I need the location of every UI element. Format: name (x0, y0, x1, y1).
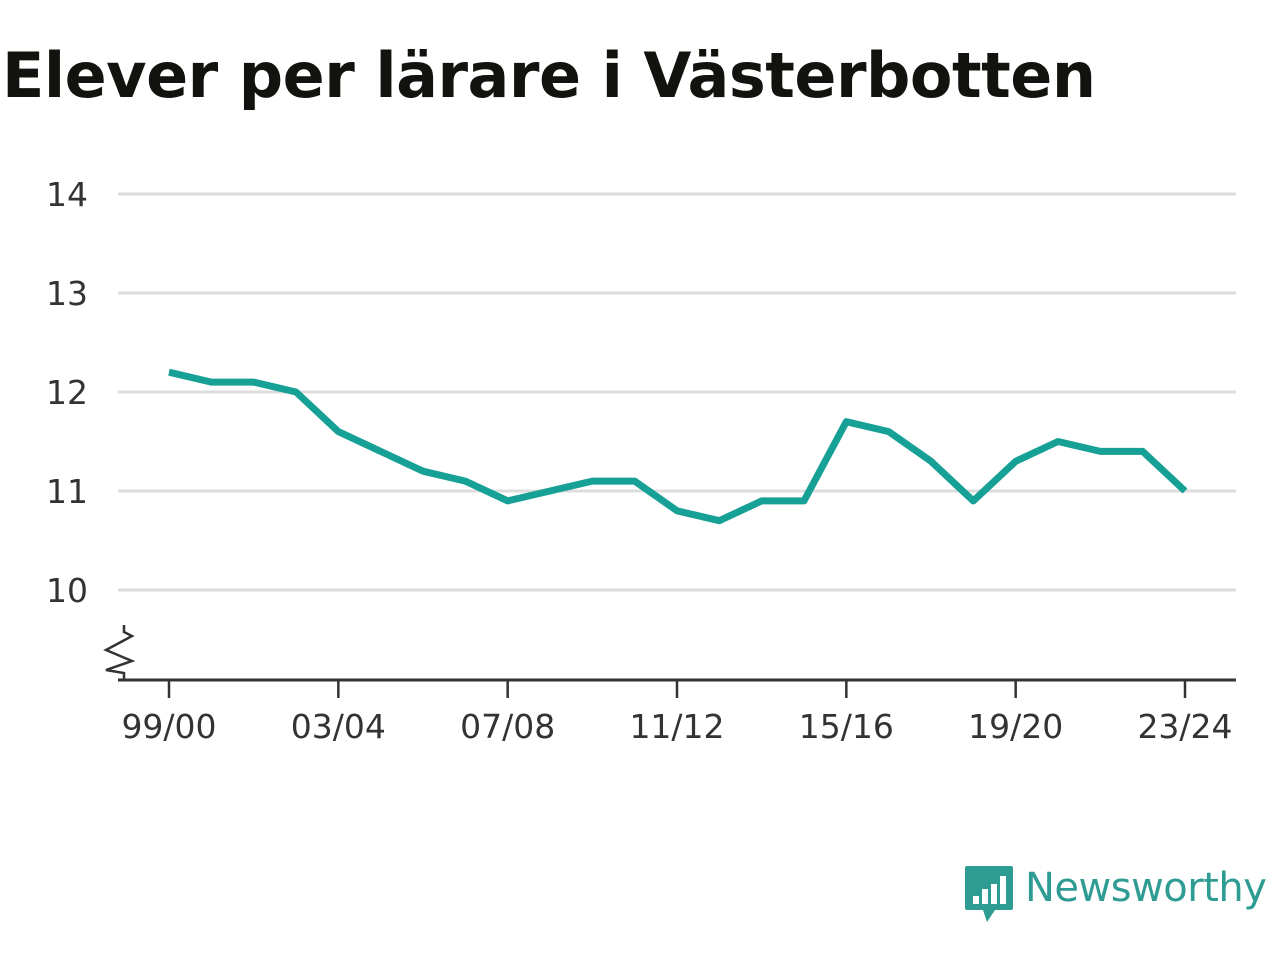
series-line-0 (168, 368, 1188, 525)
x-axis (103, 625, 1236, 698)
y-tick-label-12: 12 (46, 373, 88, 412)
bar-chart-speech-bubble-icon (965, 866, 1013, 922)
gridlines (118, 192, 1236, 592)
series (168, 368, 1188, 525)
brand-name: Newsworthy (1025, 865, 1267, 911)
y-tick-label-14: 14 (46, 175, 88, 214)
x-tick-label-19-20: 19/20 (968, 707, 1063, 746)
y-tick-label-10: 10 (46, 571, 88, 610)
x-tick-label-03-04: 03/04 (291, 707, 386, 746)
x-tick-label-07-08: 07/08 (460, 707, 555, 746)
x-tick-label-99-00: 99/00 (121, 707, 216, 746)
x-tick-label-11-12: 11/12 (629, 707, 724, 746)
y-tick-label-11: 11 (46, 472, 88, 511)
x-tick-label-15-16: 15/16 (799, 707, 894, 746)
y-axis-break (103, 625, 136, 680)
x-tick-label-23-24: 23/24 (1137, 707, 1232, 746)
chart-title: Elever per lärare i Västerbotten (2, 39, 1096, 112)
brand-logo: Newsworthy (963, 862, 1267, 926)
x-axis-labels: 99/00 03/04 07/08 11/12 15/16 19/20 23/24 (121, 707, 1232, 746)
y-tick-label-13: 13 (46, 274, 88, 313)
y-axis-labels: 10 11 12 13 14 (46, 175, 88, 610)
